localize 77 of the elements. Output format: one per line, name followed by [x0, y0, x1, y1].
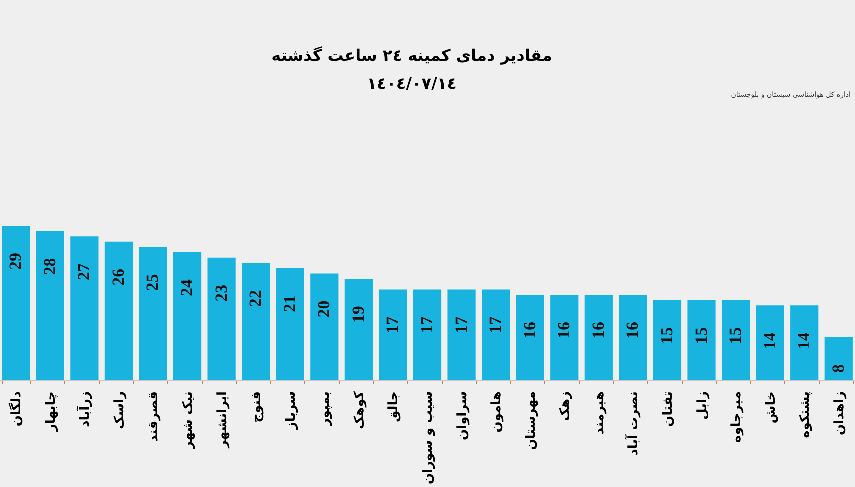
- data-label: 14: [794, 332, 814, 350]
- data-label: 22: [246, 290, 266, 308]
- data-label: 16: [588, 322, 608, 340]
- bar: [550, 295, 579, 380]
- data-label: 17: [486, 316, 506, 334]
- x-tick-label: میرجاوه: [730, 392, 745, 443]
- x-tick-label: جالق: [386, 392, 402, 422]
- bar: [70, 236, 99, 380]
- bar: [482, 290, 510, 380]
- x-tick-label: زرآباد: [76, 392, 94, 428]
- bar: [242, 263, 270, 380]
- bar: [756, 306, 784, 380]
- x-tick-label: زهک: [558, 392, 574, 422]
- chart-subtitle: ١٤٠٤/٠٧/١٤: [367, 74, 457, 93]
- x-tick-label: بمپور: [318, 392, 334, 428]
- bar: [790, 306, 819, 380]
- bar: [139, 247, 168, 380]
- bar: [2, 226, 30, 380]
- x-tick-label: فنوج: [250, 392, 265, 423]
- data-label: 25: [143, 274, 162, 292]
- data-label: 15: [726, 327, 746, 344]
- x-tick-label: دلگان: [8, 391, 25, 427]
- x-tick-label: راسک: [112, 392, 128, 430]
- x-tick-label: سیب و سوران: [421, 392, 436, 484]
- data-label: 20: [314, 300, 334, 318]
- data-label: 29: [6, 253, 26, 270]
- x-tick-label: مهرستان: [524, 392, 539, 450]
- bar: [36, 231, 64, 380]
- x-tick-label: نصرت آباد: [624, 392, 642, 456]
- data-label: 23: [212, 284, 231, 302]
- bar: [619, 295, 648, 380]
- bar: [824, 338, 853, 380]
- bar: [448, 290, 476, 380]
- data-label: 26: [108, 268, 128, 286]
- bar: [173, 252, 202, 380]
- x-tick-label: زاهدان: [832, 392, 848, 436]
- data-label: 8: [828, 364, 848, 374]
- bar: [653, 300, 682, 380]
- bar: [584, 295, 613, 380]
- bar: [413, 290, 442, 380]
- bar: [310, 274, 339, 380]
- bar: [276, 268, 304, 380]
- chart-title: مقادیر دمای کمینه ٢٤ ساعت گذشته: [272, 46, 552, 65]
- bar: [722, 300, 750, 380]
- x-tick-label: سرباز: [284, 392, 299, 431]
- x-tick-label: هامون: [490, 392, 505, 433]
- x-tick-label: زابل: [695, 392, 710, 420]
- data-label: 28: [40, 258, 60, 276]
- data-label: 16: [623, 322, 642, 340]
- data-label: 15: [692, 327, 711, 344]
- x-tick-label: تفتان: [660, 392, 676, 428]
- data-label: 17: [418, 316, 436, 334]
- data-label: 17: [452, 316, 471, 334]
- data-label: 21: [280, 295, 300, 312]
- x-tick-label: قصرقند: [146, 392, 162, 442]
- data-label: 19: [348, 306, 368, 324]
- x-tick-label: کوهک: [352, 391, 368, 430]
- x-tick-label: پشتکوه: [798, 392, 814, 438]
- data-label: 16: [520, 322, 540, 340]
- x-tick-label: نیک شهر: [181, 392, 196, 450]
- bar: [208, 258, 236, 380]
- data-label: 14: [760, 332, 780, 350]
- bar: [104, 242, 134, 380]
- x-tick-label: سراوان: [455, 392, 470, 440]
- bar: [688, 300, 716, 380]
- data-label: 16: [554, 322, 574, 340]
- data-label: 24: [178, 279, 197, 297]
- bar: [379, 290, 408, 380]
- bar: [344, 279, 373, 380]
- x-tick-label: خاش: [764, 392, 779, 424]
- x-tick-label: چابهار: [44, 392, 59, 433]
- data-label: 27: [74, 263, 94, 281]
- x-tick-label: هیرمند: [592, 392, 608, 435]
- bar: [516, 295, 544, 380]
- data-label: 17: [383, 316, 402, 334]
- x-tick-label: ایرانشهر: [215, 392, 230, 450]
- data-label: 15: [657, 327, 676, 344]
